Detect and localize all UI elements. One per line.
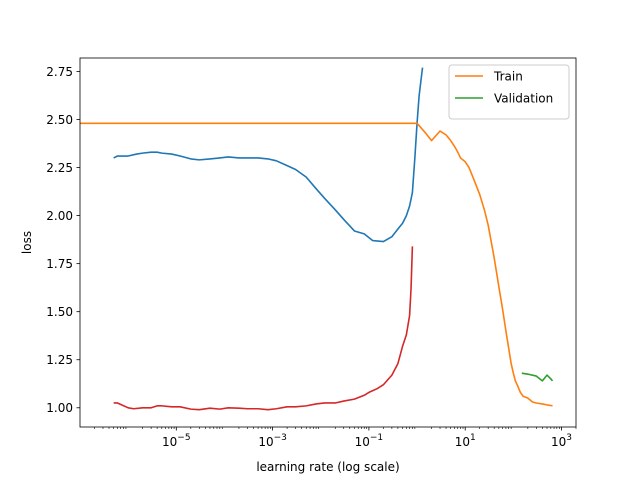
y-tick-label: 2.75 [46,65,73,79]
y-tick-label: 1.50 [46,305,73,319]
legend-box [448,64,570,120]
series-layer [80,67,554,411]
legend-label-validation: Validation [494,91,553,105]
x-tick-label: 10−3 [258,433,287,449]
y-tick-label: 1.75 [46,257,73,271]
legend: Train Validation [448,64,570,120]
y-tick-label: 1.00 [46,401,73,415]
series-line-1 [113,67,424,243]
x-axis-label: learning rate (log scale) [256,460,399,474]
legend-label-train: Train [493,69,523,83]
series-line-train [80,122,553,407]
series-line-2 [113,246,414,411]
x-tick-label: 10−5 [162,433,191,449]
y-tick-label: 2.00 [46,209,73,223]
x-tick-label: 101 [455,433,476,449]
x-tick-label: 10−1 [355,433,384,449]
x-tick-label: 103 [551,433,572,449]
x-axis-ticks: 10−5 10−3 10−1 101 103 [94,427,577,449]
y-axis-ticks: 1.00 1.25 1.50 1.75 2.00 2.25 2.50 2.75 [46,65,80,415]
y-tick-label: 1.25 [46,353,73,367]
series-line-validation [521,372,554,382]
y-tick-label: 2.50 [46,113,73,127]
y-tick-label: 2.25 [46,161,73,175]
y-axis-label: loss [20,231,34,254]
plot-frame [79,57,577,428]
